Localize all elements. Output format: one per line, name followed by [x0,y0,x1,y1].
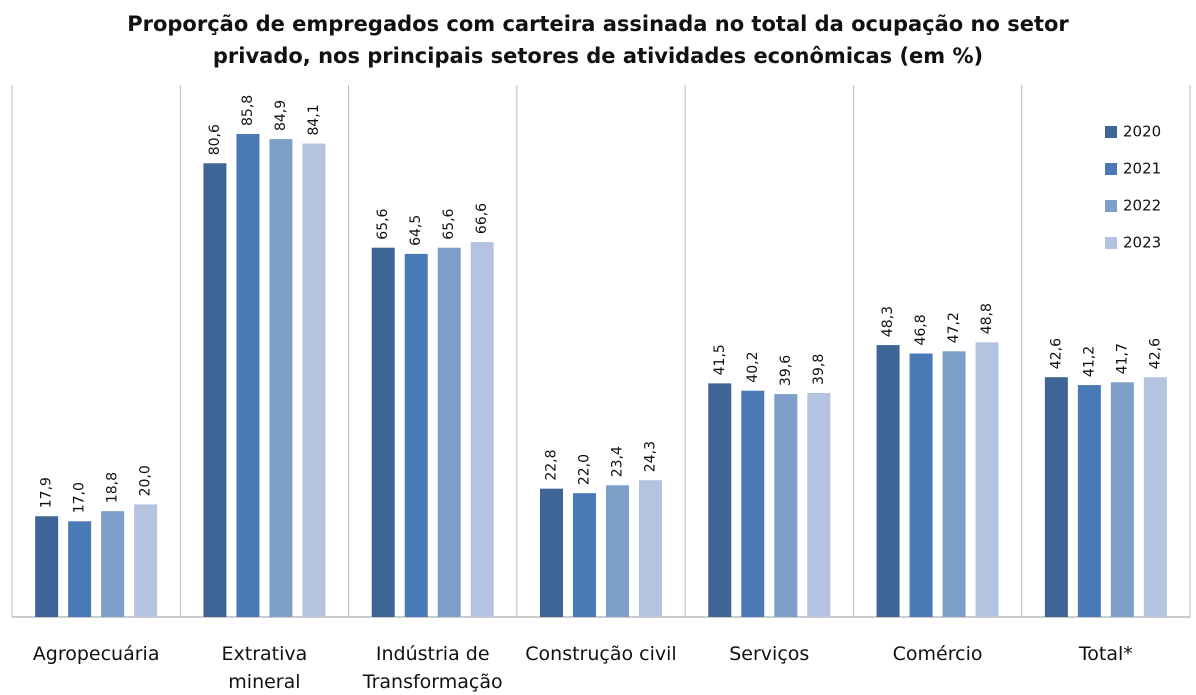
bar [101,511,125,617]
legend-label: 2023 [1123,234,1161,252]
bar [573,493,596,617]
bar [774,394,798,617]
legend-label: 2021 [1123,160,1161,178]
bar [1077,385,1101,617]
bar [1044,377,1068,617]
data-label: 64,5 [408,215,424,246]
data-label: 85,8 [240,95,256,126]
legend-label: 2020 [1123,123,1161,141]
legend-swatch [1105,163,1117,175]
data-label: 84,9 [273,100,289,131]
data-label: 17,0 [72,482,88,513]
bar [807,392,831,617]
legend-swatch [1105,237,1117,249]
x-tick-label: Serviços [729,643,810,665]
data-label: 48,8 [979,303,995,334]
data-label: 65,6 [441,208,457,239]
bar [470,242,494,618]
bar [203,163,227,618]
x-tick-label: Construção civil [525,643,677,665]
data-label: 66,6 [474,203,490,234]
data-label: 46,8 [913,314,929,345]
data-label: 47,2 [946,312,962,343]
data-label: 17,9 [39,477,55,508]
data-label: 22,0 [577,454,593,485]
data-label: 22,8 [544,449,560,480]
legend-swatch [1105,126,1117,138]
legend-label: 2022 [1123,197,1161,215]
bar [302,143,326,617]
data-label: 23,4 [610,446,626,477]
bar [975,342,999,617]
x-tick-label: Total* [1078,643,1133,665]
bar [639,480,662,617]
bar [1143,377,1167,617]
bar [540,488,563,617]
x-tick-label: Comércio [892,643,983,665]
data-label: 39,8 [811,354,827,385]
data-label: 65,6 [375,208,391,239]
bar [708,383,732,617]
bar [134,504,158,617]
x-tick-label: Extrativa mineral [221,643,308,693]
chart-title: Proporção de empregados com carteira ass… [127,12,1069,68]
bar [236,133,260,617]
data-label: 18,8 [105,472,121,503]
data-label: 20,0 [138,465,154,496]
bar [909,353,933,617]
data-label: 42,6 [1147,338,1163,369]
data-label: 41,7 [1114,343,1130,374]
bar [437,247,461,617]
bar [68,521,92,617]
bar [404,253,428,617]
bar [35,516,59,617]
bar [876,345,900,617]
legend-swatch [1105,200,1117,212]
x-tick-label: Indústria de Transformação [362,643,503,693]
data-label: 84,1 [306,104,322,135]
bar [371,247,395,617]
bar [606,485,629,617]
data-label: 39,6 [778,355,794,386]
bar [942,351,966,617]
data-label: 41,5 [712,344,728,375]
chart-title-box: Proporção de empregados com carteira ass… [0,8,1196,72]
x-tick-label: Agropecuária [32,643,160,665]
bar [741,390,765,617]
data-label: 24,3 [643,441,659,472]
bar [269,139,293,618]
bar [1110,382,1134,617]
data-label: 41,2 [1081,346,1097,377]
data-label: 80,6 [207,124,223,155]
data-label: 48,3 [880,306,896,337]
data-label: 42,6 [1048,338,1064,369]
data-label: 40,2 [745,352,761,383]
